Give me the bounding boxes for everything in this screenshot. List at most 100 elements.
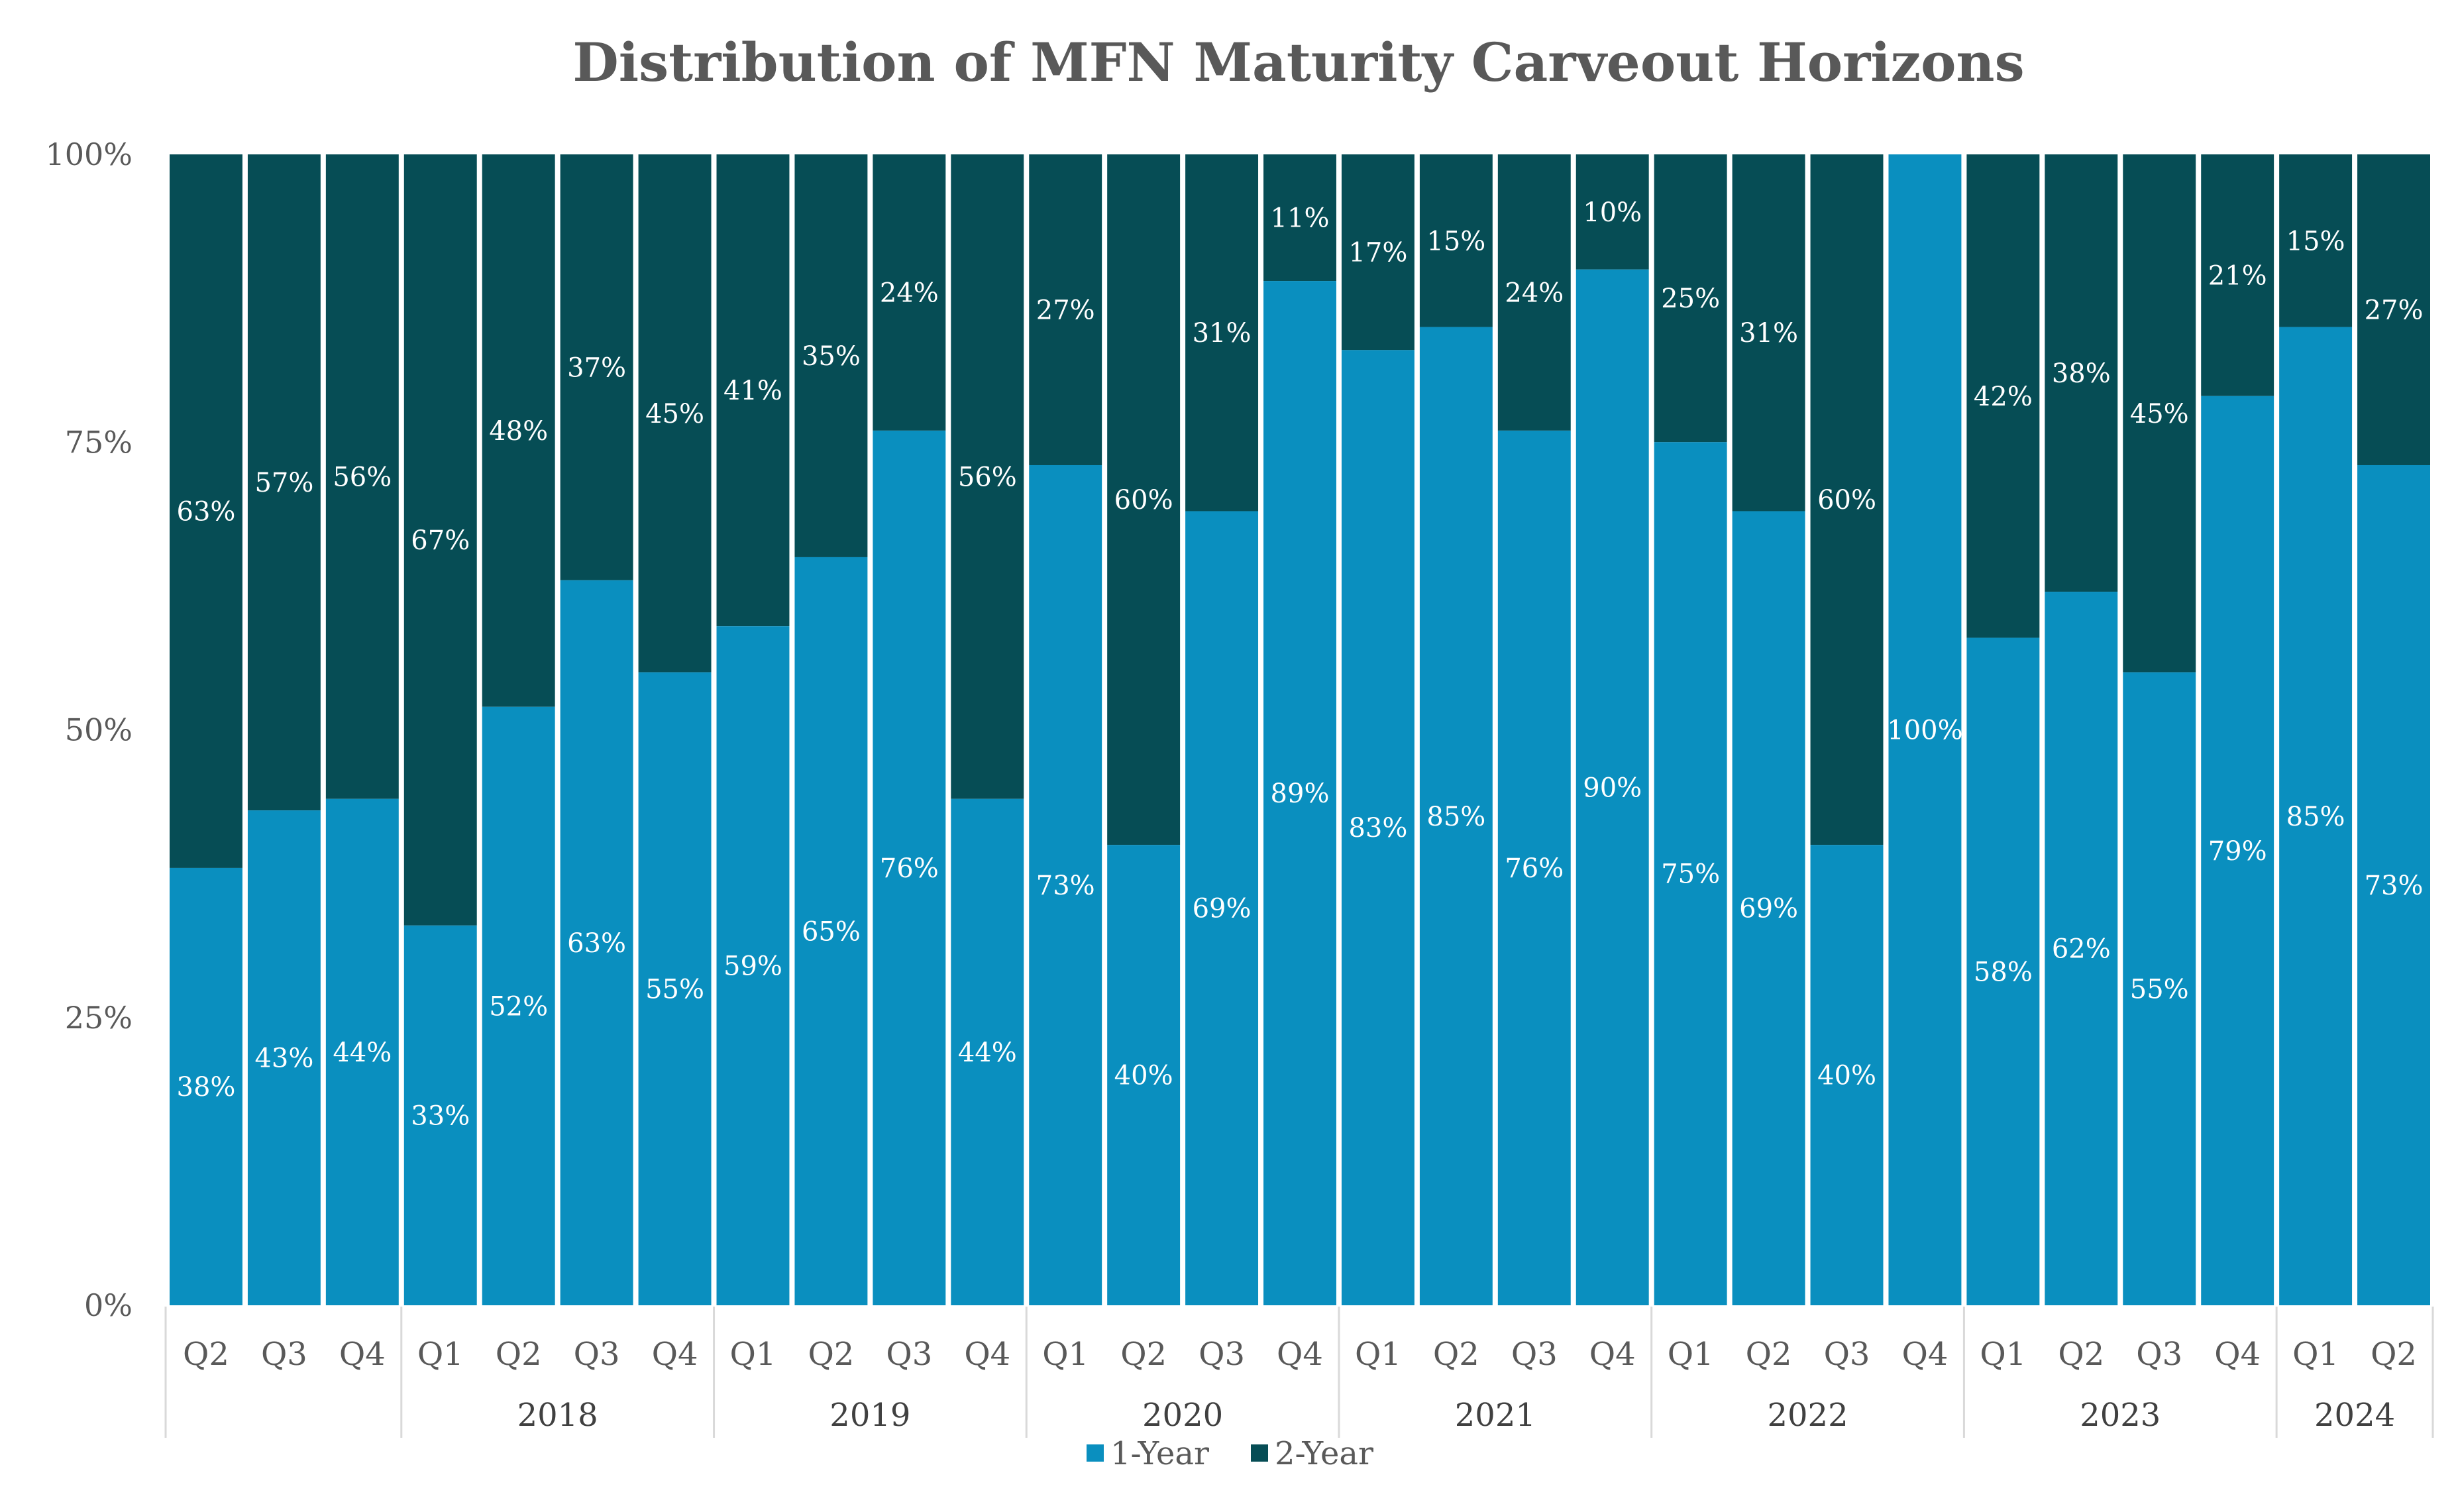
bar-1-year [170,867,242,1305]
x-tick-label: Q4 [964,1336,1010,1373]
legend: 1-Year 2-Year [1087,1435,1373,1472]
bar-2-year [1732,154,1805,512]
data-label-2-year: 45% [645,399,704,429]
x-tick-label: Q1 [1042,1336,1089,1373]
bar-2-year [247,154,321,811]
x-tick-label: Q3 [886,1336,932,1373]
data-label-1-year: 85% [2286,802,2345,832]
bar-1-year [638,672,712,1305]
x-year-label: 2018 [517,1397,598,1434]
bar-2-year [2045,154,2118,592]
data-label-1-year: 59% [723,951,782,982]
x-tick-label: Q1 [1980,1336,2026,1373]
legend-label: 2-Year [1275,1435,1373,1472]
data-label-1-year: 40% [1114,1061,1173,1091]
bar-2-year [638,154,712,673]
bar-2-year [2279,154,2353,327]
bar-2-year [716,154,790,627]
bar-2-year [560,154,633,580]
bar-1-year [2123,672,2196,1305]
bar-1-year [1732,511,1805,1305]
data-label-1-year: 62% [2052,934,2111,965]
bar-2-year [794,154,868,557]
y-tick-label: 25% [65,1000,133,1036]
data-label-2-year: 31% [1739,318,1798,349]
x-tick-label: Q1 [730,1336,776,1373]
data-label-2-year: 27% [1036,295,1095,325]
bar-2-year [1497,154,1571,431]
x-tick-label: Q3 [1824,1336,1870,1373]
y-tick-label: 0% [84,1287,133,1323]
bar-1-year [1888,154,1962,1305]
bar-2-year [170,154,242,868]
x-tick-label: Q2 [2371,1336,2417,1373]
bar-1-year [2201,396,2274,1305]
x-tick-label: Q3 [1511,1336,1558,1373]
data-label-2-year: 10% [1583,197,1642,228]
data-label-2-year: 15% [1426,226,1485,256]
chart-title: Distribution of MFN Maturity Carveout Ho… [572,31,2024,93]
data-label-1-year: 79% [2208,836,2267,867]
bar-1-year [247,810,321,1305]
bar-1-year [1654,442,1727,1305]
x-tick-label: Q2 [1433,1336,1479,1373]
data-label-2-year: 27% [2365,295,2424,325]
data-label-2-year: 60% [1114,485,1173,515]
x-tick-label: Q1 [1355,1336,1401,1373]
bar-2-year [325,154,399,799]
bar-1-year [2357,464,2430,1305]
data-label-1-year: 69% [1739,894,1798,924]
x-tick-label: Q3 [261,1336,307,1373]
x-tick-label: Q4 [2214,1336,2261,1373]
x-tick-label: Q3 [2136,1336,2182,1373]
data-label-1-year: 85% [1426,802,1485,832]
bar-1-year [1419,327,1493,1305]
data-label-2-year: 38% [2052,358,2111,389]
x-tick-label: Q4 [1277,1336,1323,1373]
bar-2-year [1966,154,2040,638]
data-label-2-year: 56% [333,462,392,492]
bar-1-year [716,626,790,1306]
data-label-1-year: 63% [567,928,626,959]
data-label-1-year: 52% [489,991,548,1022]
data-label-1-year: 89% [1271,779,1330,809]
bar-2-year [1810,154,1884,845]
bar-1-year [794,557,868,1306]
bar-1-year [951,798,1024,1305]
x-tick-label: Q4 [1902,1336,1949,1373]
bar-1-year [403,925,477,1305]
bar-1-year [873,430,946,1305]
data-label-1-year: 69% [1193,894,1252,924]
x-year-label: 2021 [1455,1397,1536,1434]
bar-2-year [482,154,555,707]
data-label-1-year: 33% [411,1101,470,1131]
bar-2-year [1341,154,1415,351]
bar-1-year [1810,845,1884,1305]
data-label-2-year: 48% [489,416,548,447]
x-tick-label: Q1 [1668,1336,1714,1373]
data-label-2-year: 15% [2286,226,2345,256]
data-label-2-year: 11% [1271,203,1330,234]
y-tick-label: 75% [65,424,133,460]
y-tick-label: 100% [45,136,133,172]
x-year-label: 2019 [829,1397,910,1434]
x-tick-label: Q2 [808,1336,854,1373]
bar-1-year [2279,327,2353,1305]
x-tick-label: Q3 [574,1336,620,1373]
data-label-1-year: 44% [333,1038,392,1068]
data-label-2-year: 17% [1348,238,1407,268]
data-label-2-year: 24% [880,278,939,308]
data-label-1-year: 76% [1505,853,1564,884]
x-tick-label: Q2 [2058,1336,2104,1373]
data-label-1-year: 75% [1661,859,1720,890]
data-label-2-year: 31% [1193,318,1252,349]
bar-1-year [1966,637,2040,1305]
x-tick-label: Q2 [183,1336,229,1373]
bar-2-year [1263,154,1336,282]
data-label-2-year: 60% [1817,485,1876,515]
bar-2-year [403,154,477,926]
legend-label: 1-Year [1110,1435,1209,1472]
x-year-label: 2024 [2314,1397,2395,1434]
data-label-2-year: 35% [802,341,861,372]
bar-2-year [1029,154,1102,465]
